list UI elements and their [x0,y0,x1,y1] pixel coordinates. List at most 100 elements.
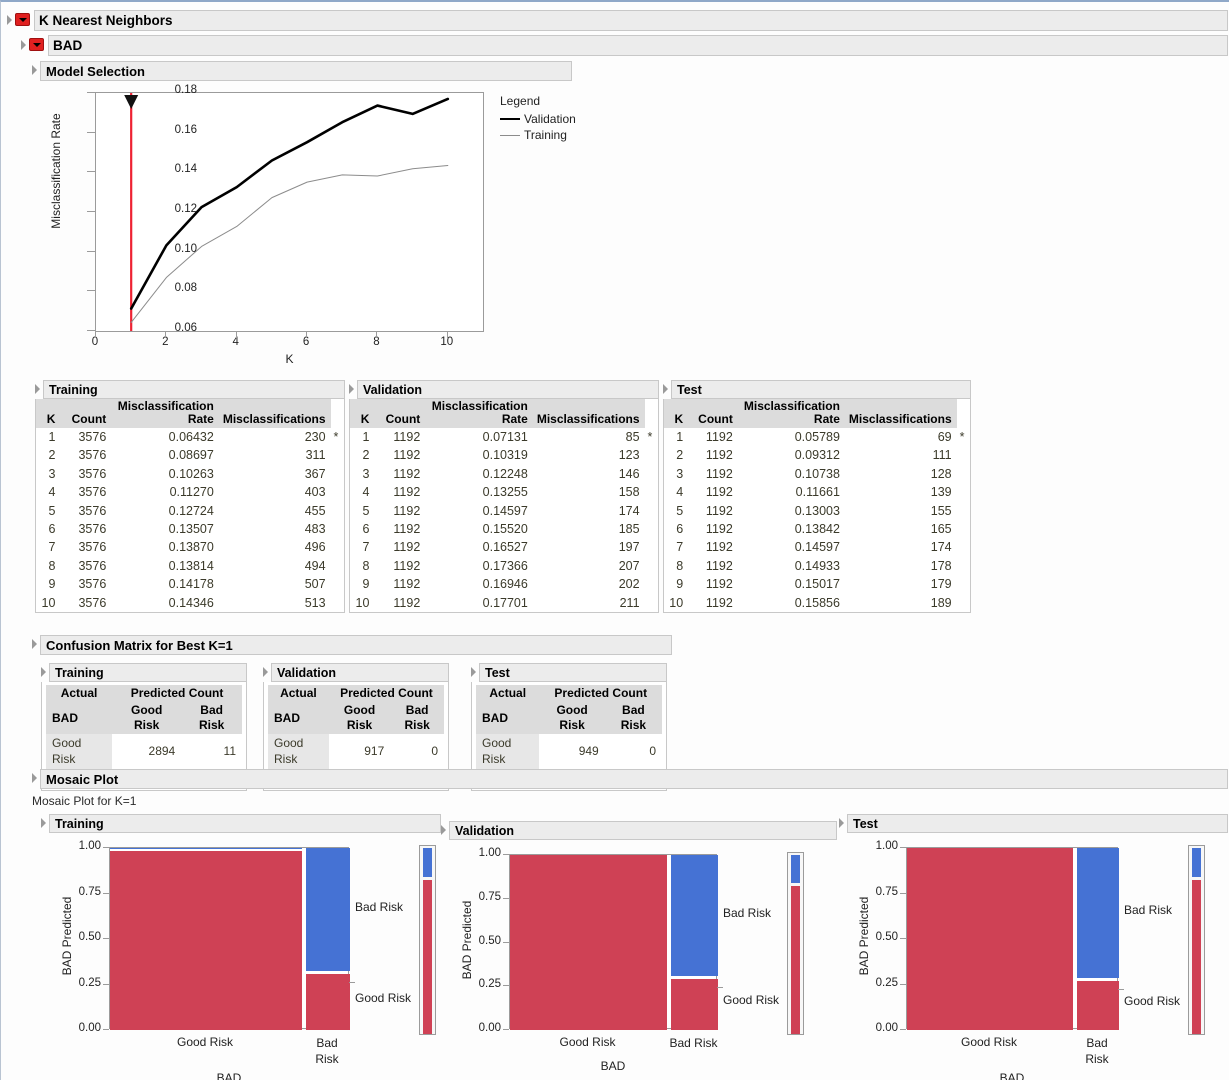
table-row[interactable]: 10 3576 0.14346 513 [36,594,344,612]
k-table-header-cell[interactable]: K [36,413,61,428]
table-row[interactable]: 4 3576 0.11270 403 [36,483,344,501]
table-row[interactable]: 8 1192 0.17366 207 [350,557,658,575]
mosaic-panel-header-test[interactable]: Test [839,814,1228,833]
table-row[interactable]: 5 1192 0.14597 174 [350,502,658,520]
disclosure-triangle-icon[interactable] [41,817,46,828]
table-row[interactable]: 9 1192 0.15017 179 [664,575,970,593]
table-row[interactable]: 10 1192 0.17701 211 [350,594,658,612]
mosaic-cell-good-predicted-bad[interactable] [110,848,302,849]
mosaic-legend-segment-good-risk[interactable] [791,886,800,1034]
table-row[interactable]: 10 1192 0.15856 189 [664,594,970,612]
k-table-header-cell[interactable]: Misclassifications [532,413,645,428]
mosaic-cell-bad-predicted-good[interactable] [1077,981,1119,1030]
disclosure-triangle-icon[interactable] [839,817,844,828]
k-table-header-cell[interactable] [350,399,375,413]
k-table-header-cell[interactable]: Count [374,413,426,428]
table-row[interactable]: 1 1192 0.05789 69 * [664,428,970,446]
legend-item-validation[interactable]: Validation [500,112,576,126]
k-table-header-cell[interactable]: Count [688,413,738,428]
panel-header-test[interactable]: Test [471,663,667,682]
panel-header-training[interactable]: Training [35,380,345,399]
chart-plot-frame[interactable] [95,92,484,332]
table-row[interactable]: 5 1192 0.13003 155 [664,502,970,520]
mosaic-cell-bad-predicted-good[interactable] [306,974,350,1030]
section-header-confusion-matrix[interactable]: Confusion Matrix for Best K=1 [32,635,672,655]
mosaic-cell-good-predicted-good[interactable] [510,855,667,1030]
k-table-header-cell[interactable]: Misclassification [111,399,219,413]
table-row[interactable]: 1 1192 0.07131 85 * [350,428,658,446]
k-table-header-cell[interactable]: Misclassifications [218,413,331,428]
mosaic-legend-segment-bad-risk[interactable] [1192,848,1201,877]
mosaic-cell-bad-predicted-good[interactable] [671,979,718,1030]
k-table-header-cell[interactable]: Misclassification [425,399,533,413]
mosaic-plot-frame-training[interactable] [109,847,350,1030]
outline-node-bad[interactable]: BAD [21,35,1228,56]
k-table-header-cell[interactable]: Misclassification [737,399,845,413]
outline-node-k-nearest-neighbors[interactable]: K Nearest Neighbors [7,10,1228,31]
table-row[interactable]: 8 3576 0.13814 494 [36,557,344,575]
disclosure-triangle-icon[interactable] [441,824,446,835]
mosaic-cell-bad-predicted-bad[interactable] [1077,848,1119,978]
disclosure-triangle-icon[interactable] [263,666,268,677]
mosaic-cell-bad-predicted-bad[interactable] [671,855,718,976]
legend-item-training[interactable]: Training [500,128,576,142]
table-row[interactable]: 7 3576 0.13870 496 [36,538,344,556]
mosaic-plot-frame-test[interactable] [906,847,1119,1030]
disclosure-triangle-icon[interactable] [7,14,12,25]
mosaic-plot-frame-validation[interactable] [509,854,718,1030]
k-table-header-cell[interactable] [664,399,689,413]
table-row[interactable]: 5 3576 0.12724 455 [36,502,344,520]
disclosure-triangle-icon[interactable] [349,383,354,394]
k-table-header-cell[interactable] [60,399,112,413]
panel-header-validation[interactable]: Validation [349,380,659,399]
k-table-header-cell[interactable] [36,399,61,413]
table-row[interactable]: 3 3576 0.10263 367 [36,465,344,483]
k-table-header-cell[interactable]: Rate [737,413,845,428]
table-row[interactable]: 3 1192 0.12248 146 [350,465,658,483]
red-triangle-menu-icon[interactable] [29,38,44,51]
k-table-header-cell[interactable]: Rate [111,413,219,428]
disclosure-triangle-icon[interactable] [32,639,37,649]
mosaic-panel-header-validation[interactable]: Validation [441,821,837,840]
mosaic-legend-segment-bad-risk[interactable] [423,848,432,877]
panel-header-test[interactable]: Test [663,380,971,399]
table-row[interactable]: 4 1192 0.13255 158 [350,483,658,501]
mosaic-legend-bar-training[interactable] [419,845,436,1035]
section-header-model-selection[interactable]: Model Selection [32,61,572,81]
disclosure-triangle-icon[interactable] [663,383,668,394]
table-row[interactable]: 2 1192 0.09312 111 [664,446,970,464]
table-row[interactable]: 8 1192 0.14933 178 [664,557,970,575]
mosaic-legend-bar-test[interactable] [1188,845,1205,1035]
mosaic-legend-bar-validation[interactable] [787,852,804,1035]
mosaic-legend-segment-good-risk[interactable] [1192,880,1201,1034]
table-row[interactable]: 9 3576 0.14178 507 [36,575,344,593]
disclosure-triangle-icon[interactable] [21,39,26,50]
table-row[interactable]: 9 1192 0.16946 202 [350,575,658,593]
table-row[interactable]: 4 1192 0.11661 139 [664,483,970,501]
disclosure-triangle-icon[interactable] [471,666,476,677]
table-row[interactable]: 1 3576 0.06432 230 * [36,428,344,446]
table-row[interactable]: 6 3576 0.13507 483 [36,520,344,538]
k-table-header-cell[interactable]: Misclassifications [844,413,957,428]
disclosure-triangle-icon[interactable] [41,666,46,677]
section-header-mosaic-plot[interactable]: Mosaic Plot [32,769,1228,789]
k-table-header-cell[interactable] [844,399,957,413]
k-table-header-cell[interactable]: K [664,413,689,428]
panel-header-validation[interactable]: Validation [263,663,449,682]
mosaic-legend-segment-bad-risk[interactable] [791,855,800,883]
table-row[interactable]: 2 3576 0.08697 311 [36,446,344,464]
panel-header-training[interactable]: Training [41,663,247,682]
table-row[interactable]: 6 1192 0.13842 165 [664,520,970,538]
mosaic-cell-bad-predicted-bad[interactable] [306,848,350,971]
k-table-header-cell[interactable]: Count [60,413,112,428]
disclosure-triangle-icon[interactable] [35,383,40,394]
table-row[interactable]: 3 1192 0.10738 128 [664,465,970,483]
k-table-header-cell[interactable]: K [350,413,375,428]
mosaic-cell-good-predicted-good[interactable] [907,848,1073,1030]
k-table-header-cell[interactable] [532,399,645,413]
k-table-header-cell[interactable] [688,399,738,413]
table-row[interactable]: Good Risk 2894 11 [46,734,242,768]
table-row[interactable]: 6 1192 0.15520 185 [350,520,658,538]
table-row[interactable]: 7 1192 0.16527 197 [350,538,658,556]
table-row[interactable]: Good Risk 949 0 [476,734,662,768]
